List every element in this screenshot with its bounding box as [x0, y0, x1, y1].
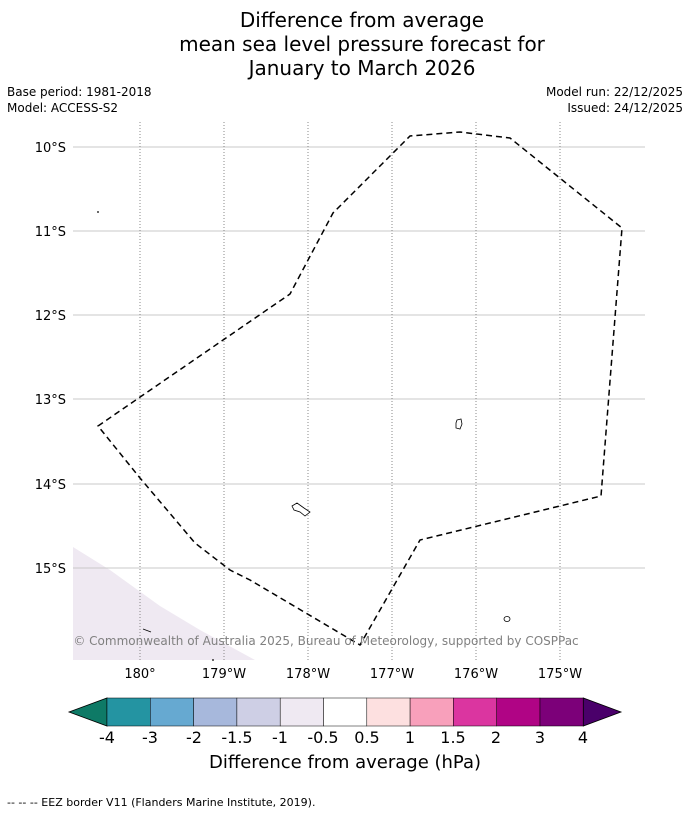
lon-label-175w: 175°W: [538, 667, 582, 682]
colorbar-segment-2: [193, 697, 238, 727]
eez-border: [96, 131, 623, 647]
lat-label-13s: 13°S: [35, 393, 66, 408]
lat-label-10s: 10°S: [35, 141, 66, 156]
map-title: Difference from average mean sea level p…: [0, 8, 690, 80]
colorbar-segment-3: [236, 697, 281, 727]
tick-label-neg3: -3: [142, 728, 158, 747]
lon-label-178w: 178°W: [286, 667, 330, 682]
issued-date: Issued: 24/12/2025: [567, 101, 683, 115]
lat-label-11s: 11°S: [35, 225, 66, 240]
tick-label-neg1: -1: [272, 728, 288, 747]
island-wallis: [455, 418, 463, 430]
tick-label-0-5: 0.5: [354, 728, 379, 747]
colorbar-segment-5: [323, 697, 368, 727]
tick-label-1-5: 1.5: [440, 728, 465, 747]
tick-label-3: 3: [535, 728, 545, 747]
colorbar-segment-1: [150, 697, 194, 727]
colorbar-body: [67, 697, 623, 727]
tick-label-neg2: -2: [186, 728, 202, 747]
colorbar-arrow-left: [67, 697, 108, 727]
lon-label-179w: 179°W: [202, 667, 246, 682]
copyright-notice: © Commonwealth of Australia 2025, Bureau…: [73, 634, 578, 648]
colorbar-segment-10: [539, 697, 584, 727]
island-futuna: [291, 502, 311, 517]
tick-label-neg4: -4: [99, 728, 115, 747]
map-panel: 10°S 11°S 12°S 13°S 14°S 15°S © Commonwe…: [35, 122, 645, 682]
eez-footnote: -- -- -- EEZ border V11 (Flanders Marine…: [7, 796, 316, 809]
colorbar-segment-8: [453, 697, 497, 727]
lat-label-14s: 14°S: [35, 478, 66, 493]
island-dot-south: [212, 659, 214, 661]
tick-label-2: 2: [491, 728, 501, 747]
lat-gridlines: [73, 146, 645, 569]
colorbar: -4 -3 -2 -1.5 -1 -0.5 0.5 1 1.5 2 3 4: [67, 697, 623, 747]
lat-label-12s: 12°S: [35, 309, 66, 324]
lon-gridlines: [139, 122, 561, 660]
lon-label-176w: 176°W: [454, 667, 498, 682]
island-small-east: [503, 616, 511, 622]
tick-label-4: 4: [578, 728, 588, 747]
meta-left: Base period: 1981-2018 Model: ACCESS-S2: [7, 84, 152, 116]
lon-label-177w: 177°W: [370, 667, 414, 682]
meta-right: Model run: 22/12/2025 Issued: 24/12/2025: [546, 84, 683, 116]
tick-label-neg1-5: -1.5: [221, 728, 252, 747]
colorbar-arrow-right: [582, 697, 623, 727]
title-line-2: mean sea level pressure forecast for: [179, 32, 545, 56]
colorbar-segment-4: [279, 697, 324, 727]
lat-label-15s: 15°S: [35, 562, 66, 577]
colorbar-segment-9: [496, 697, 541, 727]
model-name: Model: ACCESS-S2: [7, 101, 119, 115]
colorbar-segment-7: [409, 697, 454, 727]
base-period: Base period: 1981-2018: [7, 85, 152, 99]
island-small-southwest: [142, 628, 152, 633]
island-dot-northwest: [97, 211, 99, 213]
title-line-3: January to March 2026: [248, 56, 476, 80]
colorbar-segment-0: [106, 697, 151, 727]
anomaly-shading: [73, 547, 255, 660]
model-run: Model run: 22/12/2025: [545, 85, 683, 99]
colorbar-segment-6: [366, 697, 411, 727]
colorbar-label: Difference from average (hPa): [208, 752, 482, 773]
colorbar-ticks: -4 -3 -2 -1.5 -1 -0.5 0.5 1 1.5 2 3 4: [99, 728, 588, 747]
title-line-1: Difference from average: [239, 8, 485, 32]
lon-label-180: 180°: [124, 667, 155, 682]
tick-label-1: 1: [405, 728, 415, 747]
tick-label-neg0-5: -0.5: [307, 728, 338, 747]
